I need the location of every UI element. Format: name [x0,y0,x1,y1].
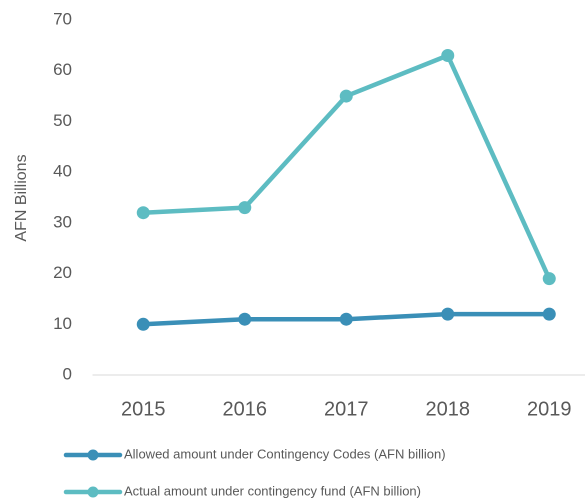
x-tick-label: 2015 [121,398,166,420]
data-point [136,317,150,331]
data-point [238,201,252,215]
legend-label: Allowed amount under Contingency Codes (… [124,446,446,461]
y-tick-label: 20 [53,263,72,282]
legend-label: Actual amount under contingency fund (AF… [124,483,421,498]
y-tick-label: 10 [53,314,72,333]
y-tick-label: 0 [63,364,72,383]
y-axis-title: AFN Billions [13,154,30,241]
y-tick-label: 30 [53,212,72,231]
x-tick-label: 2018 [426,398,471,420]
y-tick-label: 70 [53,9,72,28]
legend-marker [87,449,99,461]
data-point [339,89,353,103]
x-tick-label: 2019 [527,398,572,420]
data-point [441,307,455,321]
y-tick-label: 40 [53,162,72,181]
data-point [542,272,556,286]
data-point [238,312,252,326]
data-point [542,307,556,321]
series-line [143,53,552,280]
data-point [136,206,150,220]
data-point [441,49,455,62]
legend-marker [87,486,99,498]
x-tick-label: 2016 [223,398,268,420]
y-tick-label: 50 [53,111,72,130]
x-tick-label: 2017 [324,398,369,420]
y-tick-label: 60 [53,60,72,79]
data-point [339,312,353,326]
